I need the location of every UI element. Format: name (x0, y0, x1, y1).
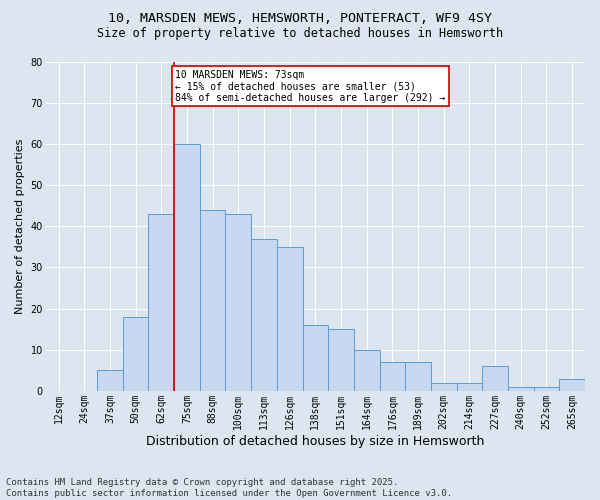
Bar (482, 366, 508, 391)
Text: 10, MARSDEN MEWS, HEMSWORTH, PONTEFRACT, WF9 4SY: 10, MARSDEN MEWS, HEMSWORTH, PONTEFRACT,… (108, 12, 492, 26)
Bar (457, 382, 482, 391)
Text: Contains HM Land Registry data © Crown copyright and database right 2025.
Contai: Contains HM Land Registry data © Crown c… (6, 478, 452, 498)
Bar (277, 247, 302, 391)
Bar (328, 329, 354, 391)
Text: 10 MARSDEN MEWS: 73sqm
← 15% of detached houses are smaller (53)
84% of semi-det: 10 MARSDEN MEWS: 73sqm ← 15% of detached… (175, 70, 446, 103)
Bar (97, 370, 123, 391)
Y-axis label: Number of detached properties: Number of detached properties (15, 138, 25, 314)
Bar (226, 214, 251, 391)
Bar (174, 144, 200, 391)
Bar (533, 387, 559, 391)
X-axis label: Distribution of detached houses by size in Hemsworth: Distribution of detached houses by size … (146, 434, 485, 448)
Bar (123, 317, 148, 391)
Bar (405, 362, 431, 391)
Text: Size of property relative to detached houses in Hemsworth: Size of property relative to detached ho… (97, 28, 503, 40)
Bar (200, 210, 226, 391)
Bar (148, 214, 174, 391)
Bar (431, 382, 457, 391)
Bar (251, 238, 277, 391)
Bar (559, 378, 585, 391)
Bar (354, 350, 380, 391)
Bar (380, 362, 405, 391)
Bar (508, 387, 533, 391)
Bar (302, 325, 328, 391)
